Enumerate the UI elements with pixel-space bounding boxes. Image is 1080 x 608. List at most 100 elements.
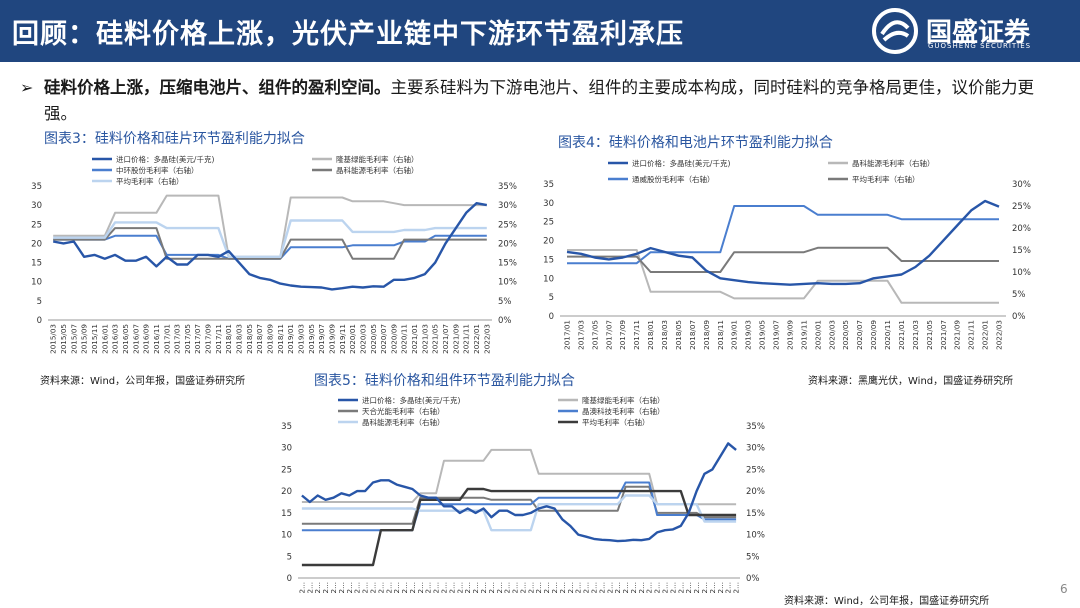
x-tick-label: 2...	[692, 582, 701, 593]
left-tick-label: 35	[543, 180, 554, 190]
right-tick-label: 10%	[1012, 268, 1031, 278]
x-tick-label: 2021/09	[953, 320, 962, 350]
x-tick-label: 2...	[511, 582, 520, 593]
x-tick-label: 2...	[369, 582, 378, 593]
right-tick-label: 0%	[498, 316, 512, 326]
x-tick-label: 2015/07	[69, 324, 78, 354]
x-tick-label: 2020/11	[400, 324, 409, 354]
left-tick-label: 25	[31, 220, 42, 230]
x-tick-label: 2018/07	[255, 324, 264, 354]
x-tick-label: 2...	[440, 582, 449, 593]
right-tick-label: 5%	[1012, 290, 1026, 300]
x-tick-label: 2019/11	[338, 324, 347, 354]
left-tick-label: 35	[281, 422, 292, 432]
right-tick-label: 30%	[498, 201, 517, 211]
x-tick-label: 2021/05	[431, 324, 440, 354]
x-tick-label: 2...	[376, 582, 385, 593]
chart-4: 0 5 10 15 20 25 30 35 0% 5% 10% 15% 20% 25% 30% 2017/01…	[543, 158, 1031, 350]
right-tick-label: 25%	[1012, 202, 1031, 212]
x-tick-label: 2019/09	[785, 320, 794, 350]
x-tick-label: 2...	[432, 582, 441, 593]
x-tick-label: 2019/11	[799, 320, 808, 350]
series-line	[567, 246, 999, 273]
x-tick-label: 2020/01	[813, 320, 822, 350]
x-tick-label: 2...	[526, 582, 535, 593]
x-tick-label: 2021/09	[451, 324, 460, 354]
legend-label: 中环股份毛利率（右轴）	[116, 165, 199, 175]
x-tick-label: 2020/09	[869, 320, 878, 350]
left-tick-label: 15	[31, 259, 42, 269]
x-tick-label: 2015/05	[59, 324, 68, 354]
legend-label: 平均毛利率（右轴）	[116, 176, 184, 186]
x-tick-label: 2020/03	[358, 324, 367, 354]
right-tick-label: 25%	[498, 220, 517, 230]
logo-subtitle: GUOSHENG SECURITIES	[928, 42, 1032, 50]
page-title: 回顾：硅料价格上涨，光伏产业链中下游环节盈利承压	[12, 19, 684, 50]
x-tick-label: 2...	[337, 582, 346, 593]
x-tick-label: 2022/01	[981, 320, 990, 350]
bullet-arrow-icon: ➢	[20, 78, 34, 97]
x-tick-label: 2021/11	[967, 320, 976, 350]
left-tick-label: 25	[281, 465, 292, 475]
x-tick-label: 2...	[653, 582, 662, 593]
x-tick-label: 2020/11	[883, 320, 892, 350]
x-tick-label: 2...	[558, 582, 567, 593]
x-tick-label: 2...	[416, 582, 425, 593]
left-tick-label: 5	[37, 297, 42, 307]
left-tick-label: 5	[549, 293, 554, 303]
x-tick-label: 2018/03	[235, 324, 244, 354]
right-tick-label: 20%	[498, 239, 517, 249]
x-tick-label: 2...	[566, 582, 575, 593]
x-tick-label: 2017/11	[632, 320, 641, 350]
series-line	[53, 227, 487, 260]
x-tick-label: 2...	[400, 582, 409, 593]
series-line	[566, 199, 1000, 286]
x-tick-label: 2018/05	[245, 324, 254, 354]
x-tick-label: 2...	[613, 582, 622, 593]
x-tick-label: 2...	[534, 582, 543, 593]
x-tick-label: 2016/01	[100, 324, 109, 354]
x-tick-label: 2016/07	[131, 324, 140, 354]
x-tick-label: 2016/09	[142, 324, 151, 354]
x-tick-label: 2...	[321, 582, 330, 593]
x-tick-label: 2...	[708, 582, 717, 593]
x-tick-label: 2...	[661, 582, 670, 593]
x-tick-label: 2021/01	[897, 320, 906, 350]
right-tick-label: 35%	[746, 422, 765, 432]
x-tick-label: 2...	[447, 582, 456, 593]
x-tick-label: 2018/01	[224, 324, 233, 354]
left-tick-label: 20	[31, 239, 42, 249]
x-tick-label: 2...	[313, 582, 322, 593]
left-tick-label: 10	[31, 278, 42, 288]
header-bar: 回顾：硅料价格上涨，光伏产业链中下游环节盈利承压 国盛证券 GUOSHENG S…	[0, 0, 1080, 62]
x-tick-label: 2...	[345, 582, 354, 593]
x-tick-label: 2021/11	[462, 324, 471, 354]
x-tick-label: 2...	[487, 582, 496, 593]
legend-label: 平均毛利率（右轴）	[852, 174, 920, 184]
x-tick-label: 2...	[700, 582, 709, 593]
x-tick-label: 2019/07	[772, 320, 781, 350]
x-tick-label: 2019/05	[758, 320, 767, 350]
x-tick-label: 2018/05	[674, 320, 683, 350]
x-tick-label: 2018/11	[716, 320, 725, 350]
series-line	[52, 202, 488, 291]
x-tick-label: 2019/05	[307, 324, 316, 354]
chart-5-source: 资料来源：Wind，公司年报，国盛证券研究所	[784, 596, 990, 607]
legend-label: 进口价格：多晶硅(美元/千克)	[116, 154, 214, 164]
right-tick-label: 10%	[746, 531, 765, 541]
x-tick-label: 2...	[724, 582, 733, 593]
x-tick-label: 2...	[384, 582, 393, 593]
x-tick-label: 2...	[424, 582, 433, 593]
legend-label: 晶澳科技毛利率（右轴）	[582, 406, 665, 416]
x-tick-label: 2...	[605, 582, 614, 593]
x-tick-label: 2018/11	[276, 324, 285, 354]
x-tick-label: 2017/01	[562, 320, 571, 350]
chart-4-title: 图表4：硅料价格和电池片环节盈利能力拟合	[558, 135, 833, 151]
x-tick-label: 2...	[329, 582, 338, 593]
left-tick-label: 10	[281, 531, 292, 541]
x-tick-label: 2017/09	[618, 320, 627, 350]
series-line	[567, 249, 999, 304]
series-line	[301, 485, 737, 525]
right-tick-label: 30%	[746, 444, 765, 454]
series-line	[301, 487, 737, 567]
